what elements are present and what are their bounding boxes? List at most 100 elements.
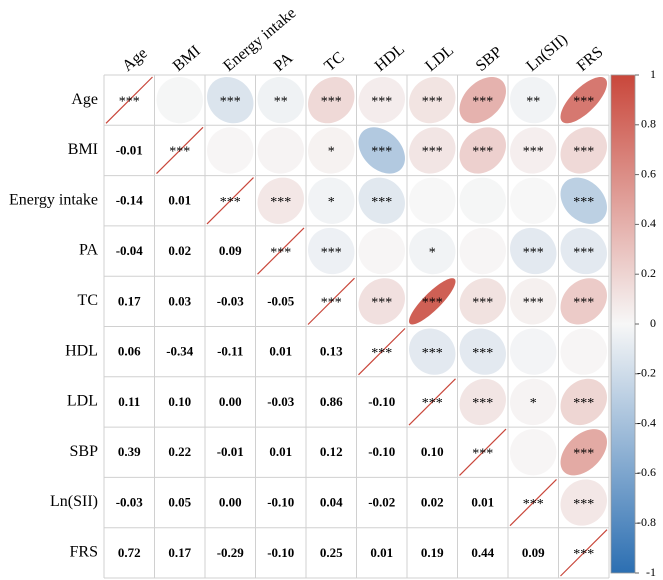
ellipse bbox=[459, 127, 506, 174]
ellipse bbox=[409, 227, 456, 275]
diagonal-line bbox=[408, 378, 456, 426]
ellipse bbox=[560, 378, 607, 426]
significance-label: *** bbox=[422, 346, 443, 361]
ellipse bbox=[358, 227, 405, 275]
value-label: 0.19 bbox=[421, 545, 444, 560]
ellipse bbox=[358, 177, 405, 224]
ellipse bbox=[358, 77, 405, 124]
value-label: -0.03 bbox=[217, 293, 245, 308]
column-label: PA bbox=[271, 49, 297, 75]
value-label: 0.02 bbox=[421, 495, 444, 510]
significance-label: *** bbox=[119, 94, 140, 109]
ellipse bbox=[257, 77, 304, 124]
colorbar-tick-label: -1 bbox=[646, 565, 656, 579]
colorbar bbox=[610, 74, 636, 574]
significance-label: *** bbox=[573, 396, 594, 411]
value-label: 0.09 bbox=[522, 545, 545, 560]
significance-label: ** bbox=[526, 94, 540, 109]
value-label: 0.01 bbox=[471, 495, 494, 510]
diagonal-line bbox=[206, 177, 254, 225]
value-label: -0.14 bbox=[116, 193, 144, 208]
value-label: 0.39 bbox=[118, 444, 141, 459]
value-label: -0.01 bbox=[116, 142, 143, 157]
value-label: -0.10 bbox=[368, 444, 395, 459]
significance-label: *** bbox=[523, 497, 544, 512]
ellipse bbox=[257, 177, 304, 224]
ellipse bbox=[409, 77, 456, 124]
column-label: HDL bbox=[372, 41, 408, 75]
significance-label: *** bbox=[472, 296, 493, 311]
diagonal-line bbox=[358, 328, 406, 376]
value-label: 0.00 bbox=[219, 495, 242, 510]
significance-label: *** bbox=[270, 195, 291, 210]
colorbar-tick-label: 0.8 bbox=[641, 117, 656, 131]
diagonal-line bbox=[560, 529, 608, 577]
ellipse bbox=[459, 77, 506, 124]
value-label: 0.44 bbox=[471, 545, 494, 560]
ellipse bbox=[409, 278, 456, 325]
diagonal-line bbox=[307, 277, 355, 325]
ellipse bbox=[257, 127, 304, 174]
significance-label: *** bbox=[422, 94, 443, 109]
colorbar-tick-label: -0.4 bbox=[637, 415, 656, 429]
colorbar-tick-label: -0.6 bbox=[637, 465, 656, 479]
significance-label: *** bbox=[573, 446, 594, 461]
ellipse bbox=[459, 177, 506, 224]
significance-label: *** bbox=[321, 296, 342, 311]
value-label: 0.04 bbox=[320, 495, 343, 510]
significance-label: *** bbox=[573, 94, 594, 109]
column-label: BMI bbox=[170, 42, 204, 74]
value-label: 0.01 bbox=[269, 444, 292, 459]
ellipse bbox=[207, 77, 254, 124]
ellipse bbox=[308, 77, 355, 124]
value-label: -0.11 bbox=[217, 344, 243, 359]
row-label: SBP bbox=[70, 443, 99, 460]
colorbar-tick-label: 0.2 bbox=[641, 266, 656, 280]
ellipse bbox=[510, 127, 557, 174]
column-label: Ln(SII) bbox=[523, 31, 571, 75]
diagonal-line bbox=[459, 428, 507, 476]
significance-label: *** bbox=[422, 145, 443, 160]
column-label: LDL bbox=[422, 42, 457, 75]
ellipse bbox=[308, 127, 355, 174]
ellipse bbox=[510, 328, 557, 375]
value-label: 0.11 bbox=[118, 394, 140, 409]
value-label: 0.03 bbox=[168, 293, 191, 308]
ellipse bbox=[308, 177, 355, 224]
ellipse bbox=[459, 378, 506, 426]
ellipse bbox=[207, 127, 254, 174]
significance-label: * bbox=[429, 245, 436, 260]
significance-label: *** bbox=[220, 94, 241, 109]
ellipse bbox=[358, 127, 405, 174]
value-label: 0.72 bbox=[118, 545, 141, 560]
diagonal-line bbox=[156, 126, 204, 175]
value-label: -0.05 bbox=[267, 293, 295, 308]
value-label: 0.10 bbox=[168, 394, 191, 409]
ellipse bbox=[560, 127, 607, 174]
value-label: 0.09 bbox=[219, 243, 242, 258]
value-label: -0.29 bbox=[217, 545, 245, 560]
ellipse bbox=[510, 378, 557, 426]
value-label: -0.10 bbox=[267, 545, 294, 560]
ellipse bbox=[459, 328, 506, 375]
significance-label: *** bbox=[573, 547, 594, 562]
colorbar-tick-label: 1 bbox=[650, 67, 656, 81]
significance-label: *** bbox=[270, 245, 291, 260]
value-label: -0.10 bbox=[368, 394, 395, 409]
ellipse bbox=[510, 77, 557, 124]
significance-label: *** bbox=[169, 145, 190, 160]
significance-label: * bbox=[328, 195, 335, 210]
ellipse bbox=[560, 328, 607, 375]
column-label: TC bbox=[321, 49, 348, 75]
value-label: 0.22 bbox=[168, 444, 191, 459]
colorbar-tick-label: -0.2 bbox=[637, 366, 656, 380]
value-label: -0.02 bbox=[368, 495, 395, 510]
row-label: PA bbox=[79, 242, 98, 259]
column-label: Age bbox=[119, 45, 150, 75]
value-label: 0.17 bbox=[118, 293, 141, 308]
value-label: -0.01 bbox=[217, 444, 244, 459]
row-label: LDL bbox=[67, 393, 98, 410]
value-label: 0.13 bbox=[320, 344, 343, 359]
ellipse bbox=[560, 177, 607, 224]
